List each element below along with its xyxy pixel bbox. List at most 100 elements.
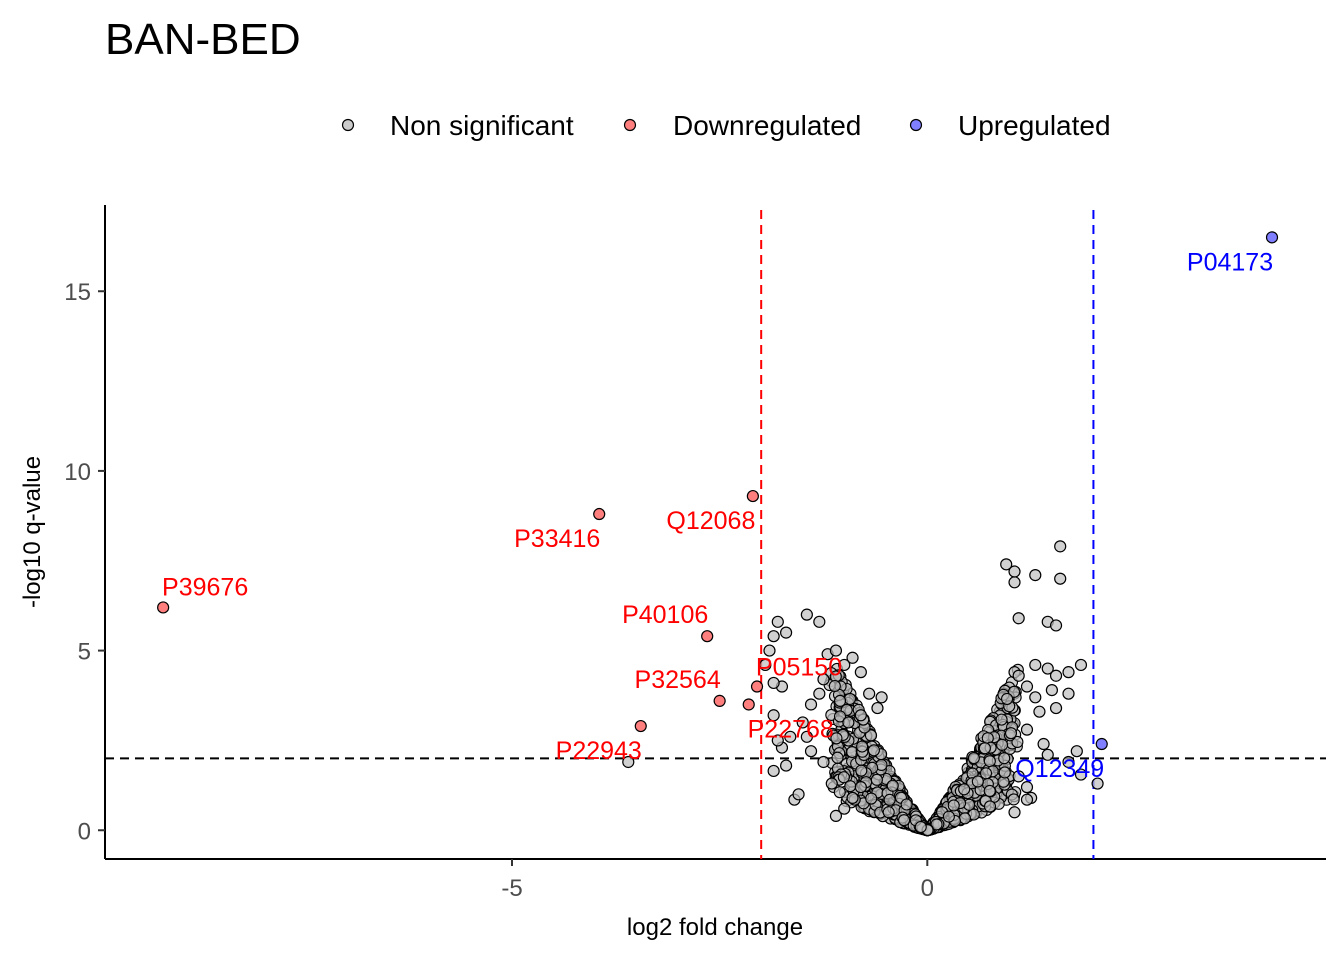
- background-point: [828, 679, 841, 693]
- non-significant-point: [846, 651, 859, 664]
- non-significant-point: [1029, 658, 1042, 672]
- non-significant-point: [825, 777, 838, 790]
- background-point: [833, 786, 846, 799]
- non-significant-point: [1062, 755, 1075, 769]
- non-significant-point: [784, 730, 797, 743]
- background-point: [856, 740, 869, 753]
- background-point: [1011, 735, 1024, 748]
- legend-key-downregulated: [623, 118, 637, 132]
- background-point: [947, 799, 960, 812]
- background-point: [833, 710, 847, 723]
- downregulated-point: [713, 694, 726, 707]
- non-significant-point: [817, 673, 830, 686]
- legend-key-upregulated: [909, 118, 923, 132]
- background-point: [855, 764, 868, 777]
- background-point: [870, 773, 883, 786]
- non-significant-point: [1029, 569, 1042, 582]
- non-significant-point: [1049, 619, 1063, 632]
- non-significant-point: [1012, 669, 1025, 682]
- background-point: [983, 800, 997, 813]
- point-label: P04173: [1187, 248, 1273, 276]
- point-labels: P39676 P33416 Q12068 P40106 P05150 P32564 P227…: [162, 248, 1273, 783]
- x-tick-label: 0: [921, 875, 934, 902]
- background-point: [898, 814, 911, 827]
- background-point: [967, 752, 980, 765]
- point-label: P40106: [622, 601, 708, 629]
- background-point: [979, 767, 993, 780]
- non-significant-point: [804, 745, 818, 758]
- non-significant-point: [829, 644, 843, 657]
- background-point: [831, 751, 844, 764]
- non-significant-point: [1062, 687, 1075, 700]
- non-significant-point: [1074, 658, 1088, 672]
- axis-ticks: -5 0 0 5 10 15: [64, 279, 934, 902]
- background-point: [883, 793, 896, 806]
- non-significant-point: [1054, 540, 1067, 553]
- non-significant-point: [1000, 558, 1013, 571]
- background-point: [882, 806, 895, 819]
- non-significant-point: [780, 759, 793, 772]
- background-point: [886, 779, 899, 792]
- non-significant-point: [1020, 781, 1034, 794]
- background-point: [914, 820, 927, 834]
- background-point: [983, 755, 996, 768]
- non-significant-point: [622, 755, 635, 769]
- background-point-cloud: [823, 662, 1024, 837]
- downregulated-point: [157, 601, 170, 614]
- non-significant-point: [792, 788, 805, 801]
- background-point: [837, 771, 850, 784]
- point-label: Q12068: [666, 507, 755, 535]
- non-significant-point: [854, 666, 867, 679]
- non-significant-point: [800, 730, 813, 743]
- non-significant-point: [846, 791, 859, 805]
- background-point: [1007, 793, 1020, 806]
- downregulated-point: [742, 698, 755, 711]
- non-significant-point: [813, 615, 826, 628]
- non-significant-point: [804, 698, 818, 711]
- non-significant-point: [1020, 723, 1034, 736]
- x-tick-label: -5: [501, 875, 522, 902]
- non-significant-point: [1049, 701, 1063, 715]
- non-significant-point: [767, 764, 780, 778]
- non-significant-point: [1008, 576, 1021, 589]
- non-significant-point: [1054, 572, 1067, 585]
- non-significant-point: [1091, 777, 1104, 790]
- x-axis-title: log2 fold change: [627, 914, 803, 941]
- background-point: [930, 818, 943, 831]
- non-significant-point: [1062, 666, 1075, 679]
- downregulated-point: [746, 489, 759, 503]
- non-significant-point: [1033, 705, 1046, 718]
- data-points: [157, 231, 1279, 822]
- downregulated-point: [701, 630, 714, 643]
- point-label: Q12349: [1015, 755, 1104, 783]
- background-point: [971, 775, 984, 788]
- non-significant-point: [763, 644, 776, 657]
- non-significant-point: [796, 716, 809, 729]
- background-point: [958, 812, 971, 825]
- legend-label-downregulated: Downregulated: [673, 110, 861, 141]
- background-point: [995, 713, 1008, 726]
- non-significant-point: [1029, 691, 1042, 704]
- non-significant-point: [759, 658, 772, 672]
- background-point: [864, 729, 877, 742]
- background-point: [958, 783, 971, 796]
- background-point: [865, 792, 878, 805]
- background-point: [998, 766, 1011, 779]
- point-label: P22768: [748, 715, 834, 743]
- background-point: [830, 732, 843, 745]
- point-label: P39676: [162, 573, 248, 601]
- upregulated-point: [1265, 231, 1279, 244]
- non-significant-point: [1049, 669, 1063, 682]
- point-label: P33416: [514, 525, 600, 553]
- non-significant-point: [767, 709, 780, 722]
- non-significant-point: [771, 734, 784, 747]
- non-significant-point: [767, 676, 780, 690]
- non-significant-point: [1020, 793, 1034, 806]
- non-significant-point: [863, 687, 876, 700]
- background-point: [1004, 727, 1018, 740]
- upregulated-point: [1095, 737, 1108, 751]
- non-significant-point: [767, 630, 780, 643]
- background-point: [1001, 692, 1014, 705]
- downregulated-point: [750, 680, 764, 693]
- point-label: P22943: [556, 737, 642, 765]
